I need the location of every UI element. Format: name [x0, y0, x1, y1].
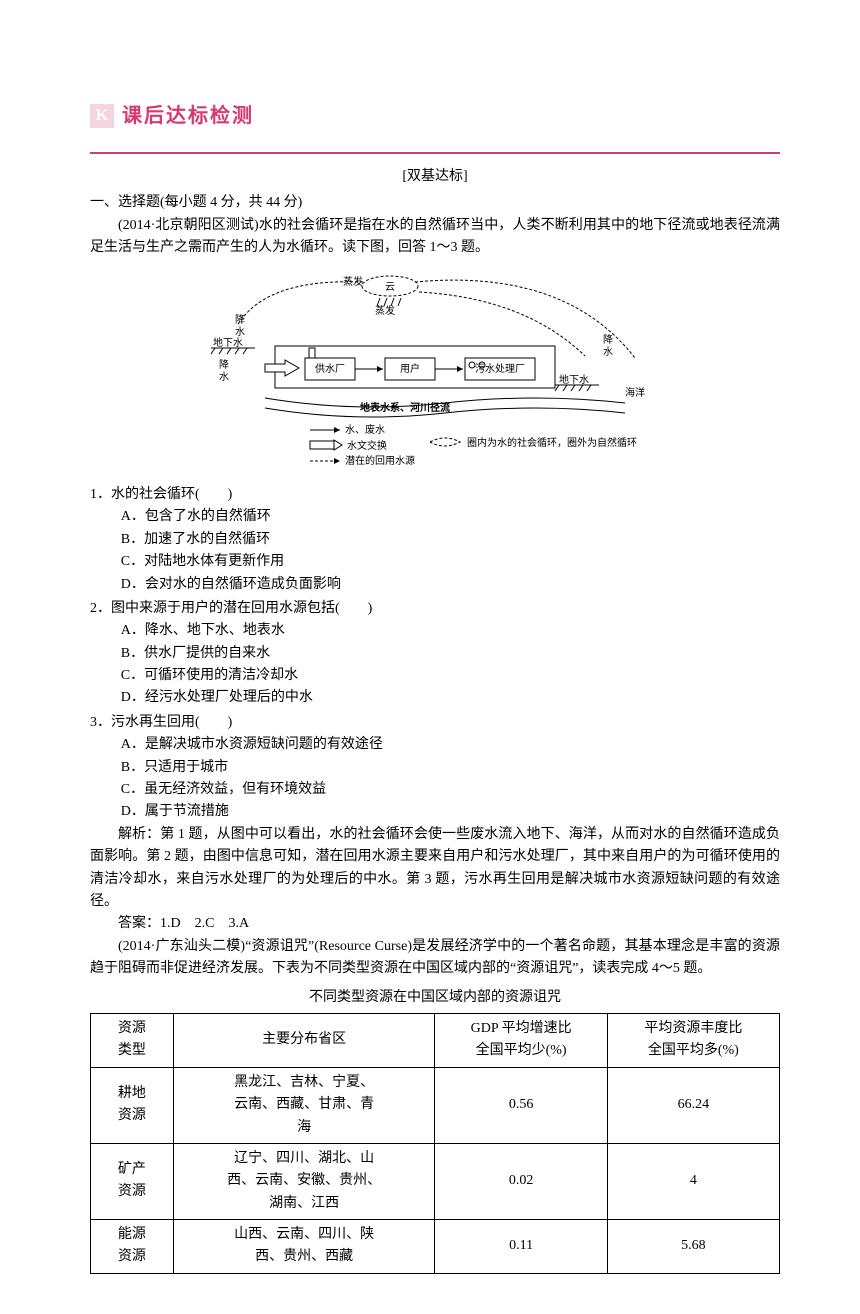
table-cell: 耕地资源 [91, 1067, 174, 1143]
svg-text:水: 水 [219, 371, 229, 383]
resource-curse-table: 资源类型 主要分布省区 GDP 平均增速比全国平均少(%) 平均资源丰度比全国平… [90, 1013, 780, 1274]
diagram-wrapper: 云 蒸发 蒸发 降 水 地下水 降 水 供水厂 用户 污水处理厂 [90, 268, 780, 476]
svg-text:水: 水 [603, 346, 613, 358]
svg-text:降: 降 [219, 358, 229, 371]
diagram-label-user: 用户 [400, 362, 420, 375]
legend-reuse: 潜在的回用水源 [345, 454, 415, 467]
q2-option-c: C．可循环使用的清洁冷却水 [90, 665, 780, 687]
q2-option-a: A．降水、地下水、地表水 [90, 620, 780, 642]
diagram-label-evap2: 蒸发 [375, 304, 395, 317]
table-row: 矿产资源 辽宁、四川、湖北、山西、云南、安徽、贵州、湖南、江西 0.02 4 [91, 1143, 780, 1219]
table-row: 耕地资源 黑龙江、吉林、宁夏、云南、西藏、甘肃、青海 0.56 66.24 [91, 1067, 780, 1143]
water-cycle-diagram: 云 蒸发 蒸发 降 水 地下水 降 水 供水厂 用户 污水处理厂 [205, 268, 665, 468]
intro-paragraph-2: (2014·广东汕头二模)“资源诅咒”(Resource Curse)是发展经济… [90, 936, 780, 981]
table-cell: 能源资源 [91, 1220, 174, 1274]
q3-option-b: B．只适用于城市 [90, 757, 780, 779]
diagram-label-river: 地表水系、河川径流 [360, 401, 450, 414]
table-header-cell: 主要分布省区 [173, 1013, 435, 1067]
analysis-1: 解析：第 1 题，从图中可以看出，水的社会循环会使一些废水流入地下、海洋，从而对… [90, 824, 780, 914]
table-cell: 0.02 [435, 1143, 607, 1219]
table-header-cell: 平均资源丰度比全国平均多(%) [607, 1013, 779, 1067]
table-header-row: 资源类型 主要分布省区 GDP 平均增速比全国平均少(%) 平均资源丰度比全国平… [91, 1013, 780, 1067]
q2-option-b: B．供水厂提供的自来水 [90, 643, 780, 665]
q2-option-d: D．经污水处理厂处理后的中水 [90, 687, 780, 709]
header-logo: K [90, 104, 114, 128]
q3-option-a: A．是解决城市水资源短缺问题的有效途径 [90, 734, 780, 756]
q1-option-a: A．包含了水的自然循环 [90, 506, 780, 528]
diagram-label-plant: 供水厂 [315, 362, 345, 375]
table-header-cell: 资源类型 [91, 1013, 174, 1067]
table-row: 能源资源 山西、云南、四川、陕西、贵州、西藏 0.11 5.68 [91, 1220, 780, 1274]
table-cell: 山西、云南、四川、陕西、贵州、西藏 [173, 1220, 435, 1274]
q1-option-d: D．会对水的自然循环造成负面影响 [90, 574, 780, 596]
table-header-cell: GDP 平均增速比全国平均少(%) [435, 1013, 607, 1067]
diagram-label-cloud: 云 [385, 282, 395, 293]
q3-stem: 3．污水再生回用( ) [90, 712, 780, 734]
legend-water: 水、废水 [345, 423, 385, 436]
svg-text:降: 降 [603, 333, 613, 346]
header-title: 课后达标检测 [122, 100, 254, 132]
diagram-label-gw-left: 地下水 [213, 336, 243, 349]
q2-stem: 2．图中来源于用户的潜在回用水源包括( ) [90, 598, 780, 620]
table-cell: 黑龙江、吉林、宁夏、云南、西藏、甘肃、青海 [173, 1067, 435, 1143]
q1-option-b: B．加速了水的自然循环 [90, 529, 780, 551]
intro-paragraph-1: (2014·北京朝阳区测试)水的社会循环是指在水的自然循环当中，人类不断利用其中… [90, 215, 780, 260]
svg-text:水: 水 [235, 326, 245, 338]
table-cell: 5.68 [607, 1220, 779, 1274]
subtitle: [双基达标] [90, 166, 780, 188]
diagram-label-sewage: 污水处理厂 [475, 363, 525, 375]
diagram-label-gw-right: 地下水 [559, 373, 589, 386]
q3-option-c: C．虽无经济效益，但有环境效益 [90, 779, 780, 801]
answers-1: 答案：1.D 2.C 3.A [90, 913, 780, 935]
q3-option-d: D．属于节流措施 [90, 801, 780, 823]
header-divider [90, 152, 780, 154]
q1-stem: 1．水的社会循环( ) [90, 484, 780, 506]
diagram-label-precip-left: 降 [235, 313, 245, 326]
table-cell: 4 [607, 1143, 779, 1219]
legend-circle: 圈内为水的社会循环，圈外为自然循环 [467, 436, 637, 449]
legend-hydro: 水文交换 [347, 439, 387, 452]
table-cell: 辽宁、四川、湖北、山西、云南、安徽、贵州、湖南、江西 [173, 1143, 435, 1219]
table-caption: 不同类型资源在中国区域内部的资源诅咒 [90, 987, 780, 1009]
table-cell: 66.24 [607, 1067, 779, 1143]
diagram-label-ocean: 海洋 [625, 386, 645, 399]
page-header: K 课后达标检测 [90, 100, 780, 132]
table-cell: 0.11 [435, 1220, 607, 1274]
q1-option-c: C．对陆地水体有更新作用 [90, 551, 780, 573]
section-heading: 一、选择题(每小题 4 分，共 44 分) [90, 192, 780, 214]
table-cell: 矿产资源 [91, 1143, 174, 1219]
table-cell: 0.56 [435, 1067, 607, 1143]
